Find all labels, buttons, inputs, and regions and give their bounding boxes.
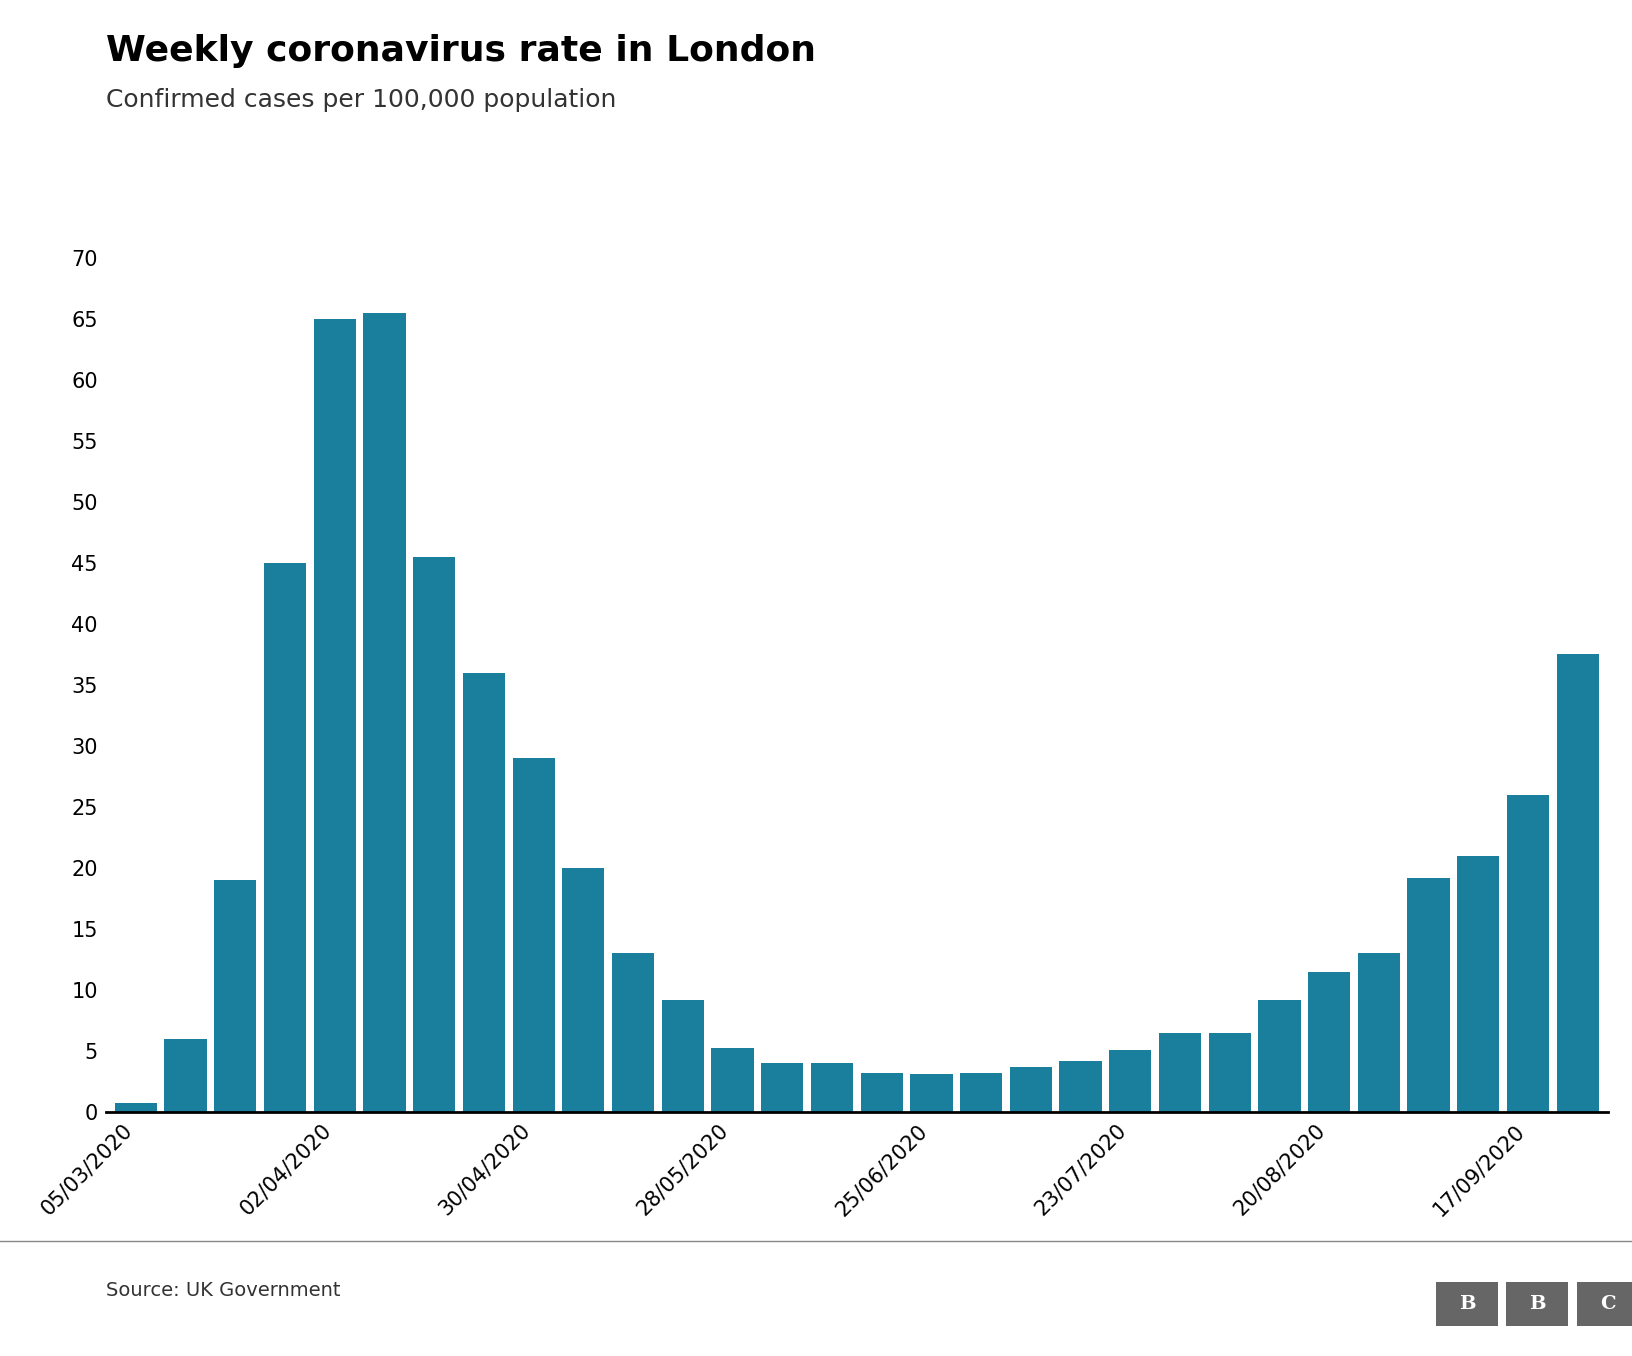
Bar: [1258, 999, 1301, 1112]
Bar: [1557, 655, 1599, 1112]
Bar: [1358, 953, 1400, 1112]
Bar: [712, 1048, 754, 1112]
Bar: [1506, 795, 1549, 1112]
Bar: [364, 312, 406, 1112]
Bar: [313, 319, 356, 1112]
Bar: [661, 999, 703, 1112]
Text: C: C: [1599, 1295, 1616, 1313]
Bar: [761, 1063, 803, 1112]
Bar: [165, 1039, 207, 1112]
Bar: [1407, 877, 1449, 1112]
Bar: [563, 868, 604, 1112]
Bar: [1059, 1060, 1102, 1112]
Bar: [1307, 971, 1350, 1112]
Bar: [413, 556, 455, 1112]
Bar: [1209, 1033, 1250, 1112]
Text: Weekly coronavirus rate in London: Weekly coronavirus rate in London: [106, 34, 816, 68]
Bar: [214, 880, 256, 1112]
Bar: [911, 1074, 953, 1112]
Text: Source: UK Government: Source: UK Government: [106, 1281, 341, 1300]
Text: Confirmed cases per 100,000 population: Confirmed cases per 100,000 population: [106, 88, 617, 113]
Bar: [860, 1073, 902, 1112]
Bar: [1110, 1050, 1151, 1112]
Text: B: B: [1529, 1295, 1546, 1313]
Bar: [1159, 1033, 1201, 1112]
Bar: [960, 1073, 1002, 1112]
Bar: [612, 953, 654, 1112]
Text: B: B: [1459, 1295, 1475, 1313]
Bar: [114, 1104, 157, 1112]
Bar: [264, 563, 307, 1112]
Bar: [1457, 856, 1500, 1112]
Bar: [1010, 1067, 1053, 1112]
Bar: [463, 673, 504, 1112]
Bar: [512, 758, 555, 1112]
Bar: [811, 1063, 854, 1112]
